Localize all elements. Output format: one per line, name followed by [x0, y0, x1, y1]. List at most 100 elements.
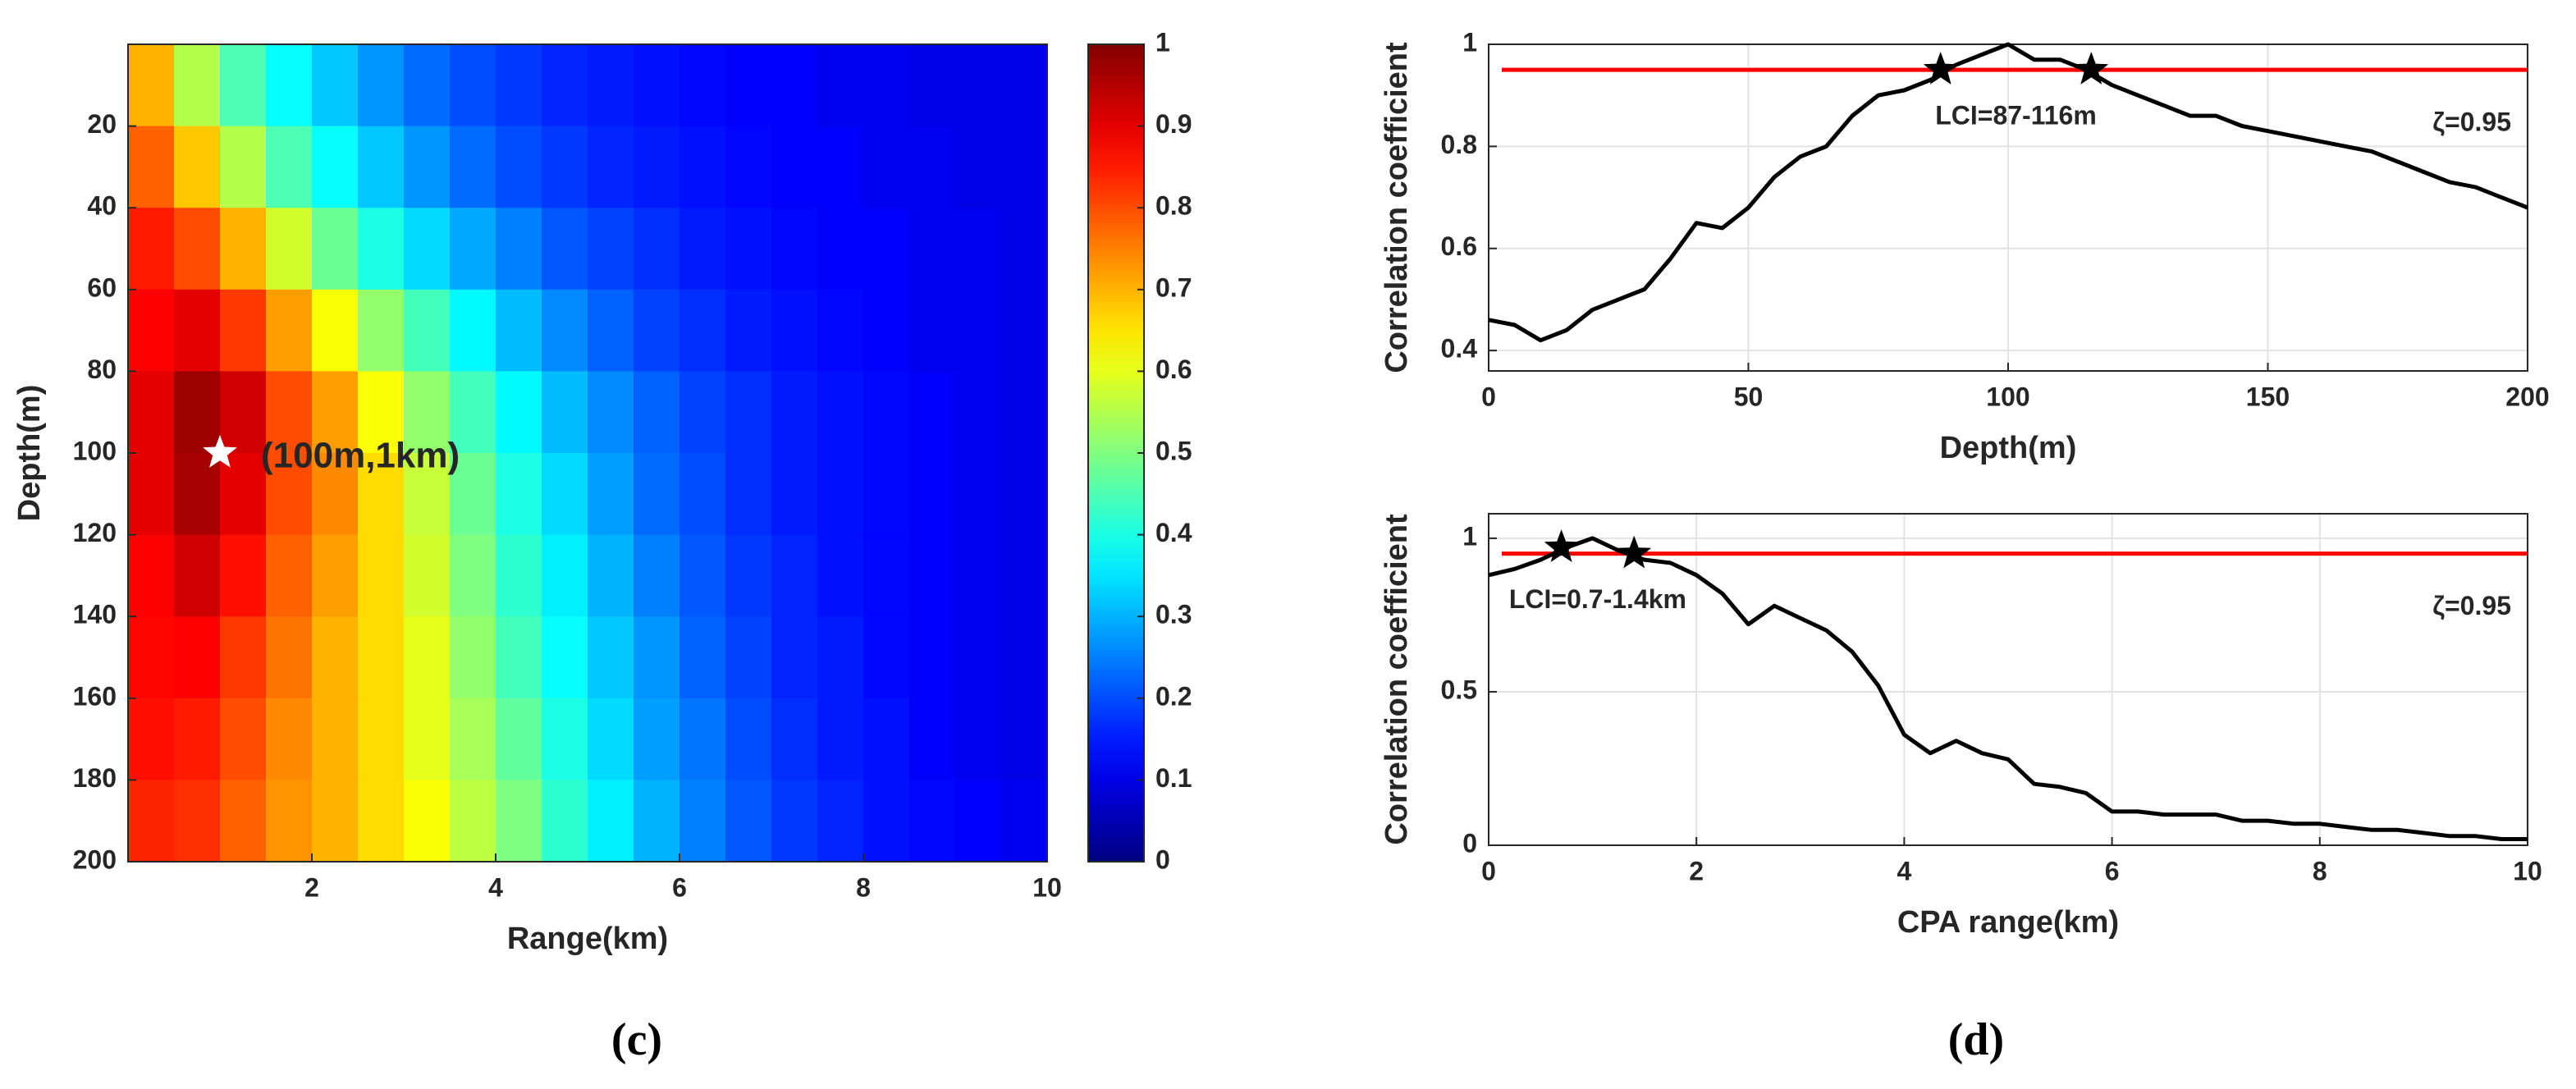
- heatmap-cell: [771, 453, 818, 536]
- heatmap-cell: [909, 453, 956, 536]
- y-tick-label: 80: [87, 355, 117, 384]
- heatmap-cell: [771, 208, 818, 291]
- annotation-star: [203, 435, 237, 468]
- heatmap-cell: [725, 371, 772, 454]
- heatmap-cell: [312, 371, 359, 454]
- heatmap-cell: [496, 616, 542, 699]
- heatmap-cell: [128, 453, 175, 536]
- heatmap-cell: [725, 453, 772, 536]
- heatmap-cell: [679, 698, 726, 780]
- heatmap-cell: [496, 534, 542, 617]
- x-tick-label: 10: [2513, 856, 2542, 885]
- heatmap-cell: [771, 371, 818, 454]
- heatmap-cell: [450, 44, 496, 127]
- heatmap-cell: [128, 780, 175, 863]
- y-tick-label: 60: [87, 272, 117, 302]
- x-axis-label: Depth(m): [1940, 431, 2077, 465]
- heatmap-cell: [450, 208, 496, 291]
- heatmap-cell: [128, 371, 175, 454]
- heatmap-cell: [312, 208, 359, 291]
- heatmap-cell: [725, 534, 772, 617]
- heatmap-cell: [725, 616, 772, 699]
- heatmap-cell: [909, 371, 956, 454]
- heatmap-cell: [220, 534, 267, 617]
- heatmap-cell: [128, 289, 175, 372]
- threshold-label: ζ=0.95: [2432, 108, 2511, 137]
- heatmap-cell: [450, 698, 496, 780]
- heatmap-cell: [771, 780, 818, 863]
- heatmap-cell: [909, 208, 956, 291]
- heatmap-cell: [450, 126, 496, 208]
- heatmap-cell: [771, 44, 818, 127]
- heatmap-cell: [542, 453, 588, 536]
- heatmap-cell: [358, 208, 405, 291]
- heatmap-cell: [496, 44, 542, 127]
- heatmap-cell: [588, 698, 634, 780]
- heatmap-cell: [679, 126, 726, 208]
- y-tick-label: 0: [1462, 828, 1477, 858]
- heatmap-cell: [174, 453, 221, 536]
- heatmap-cell: [725, 780, 772, 863]
- heatmap-cell: [863, 371, 910, 454]
- x-tick-label: 6: [2105, 856, 2120, 885]
- colorbar-tick-label: 0.9: [1155, 109, 1192, 139]
- heatmap-cell: [863, 534, 910, 617]
- heatmap-cell: [174, 126, 221, 208]
- heatmap-cell: [679, 534, 726, 617]
- heatmap-cell: [955, 371, 1002, 454]
- y-tick-label: 160: [73, 681, 117, 711]
- heatmap-cell: [771, 534, 818, 617]
- heatmap-cell: [450, 289, 496, 372]
- heatmap-cell: [679, 289, 726, 372]
- heatmap-cell: [817, 534, 864, 617]
- heatmap-cell: [817, 616, 864, 699]
- heatmap-cell: [909, 698, 956, 780]
- x-tick-label: 4: [1897, 856, 1912, 885]
- colorbar-tick-label: 0.7: [1155, 272, 1192, 302]
- heatmap-cell: [266, 616, 313, 699]
- heatmap-cell: [358, 126, 405, 208]
- heatmap-cell: [679, 208, 726, 291]
- heatmap-cell: [863, 616, 910, 699]
- heatmap-cell: [634, 616, 680, 699]
- heatmap-cell: [404, 698, 451, 780]
- heatmap-cell: [863, 453, 910, 536]
- heatmap-cell: [679, 453, 726, 536]
- heatmap-cell: [404, 780, 451, 863]
- heatmap-cell: [174, 616, 221, 699]
- heatmap-cell: [725, 289, 772, 372]
- heatmap-cell: [771, 126, 818, 208]
- heatmap-cell: [450, 616, 496, 699]
- heatmap-cell: [312, 289, 359, 372]
- heatmap-cell: [863, 289, 910, 372]
- heatmap-cell: [266, 698, 313, 780]
- heatmap-cell: [909, 616, 956, 699]
- heatmap-cell: [174, 289, 221, 372]
- heatmap-cell: [1001, 126, 1048, 208]
- heatmap-cell: [450, 371, 496, 454]
- heatmap-cell: [266, 289, 313, 372]
- heatmap-cell: [725, 126, 772, 208]
- heatmap-cell: [588, 289, 634, 372]
- heatmap-cell: [955, 126, 1002, 208]
- heatmap-cell: [496, 780, 542, 863]
- heatmap-cell: [542, 208, 588, 291]
- heatmap-cell: [312, 44, 359, 127]
- heatmap-cell: [817, 698, 864, 780]
- heatmap-cell: [863, 126, 910, 208]
- heatmap-cell: [817, 44, 864, 127]
- heatmap-cell: [220, 289, 267, 372]
- heatmap-cell: [404, 371, 451, 454]
- y-tick-label: 0.6: [1441, 231, 1477, 261]
- heatmap-cell: [634, 780, 680, 863]
- heatmap-cell: [312, 780, 359, 863]
- heatmap-cell: [588, 44, 634, 127]
- heatmap-cell: [266, 453, 313, 536]
- heatmap-cell: [909, 126, 956, 208]
- heatmap-cell: [679, 371, 726, 454]
- heatmap-cell: [817, 453, 864, 536]
- heatmap-cell: [266, 371, 313, 454]
- heatmap-cell: [909, 289, 956, 372]
- x-tick-label: 4: [488, 872, 503, 902]
